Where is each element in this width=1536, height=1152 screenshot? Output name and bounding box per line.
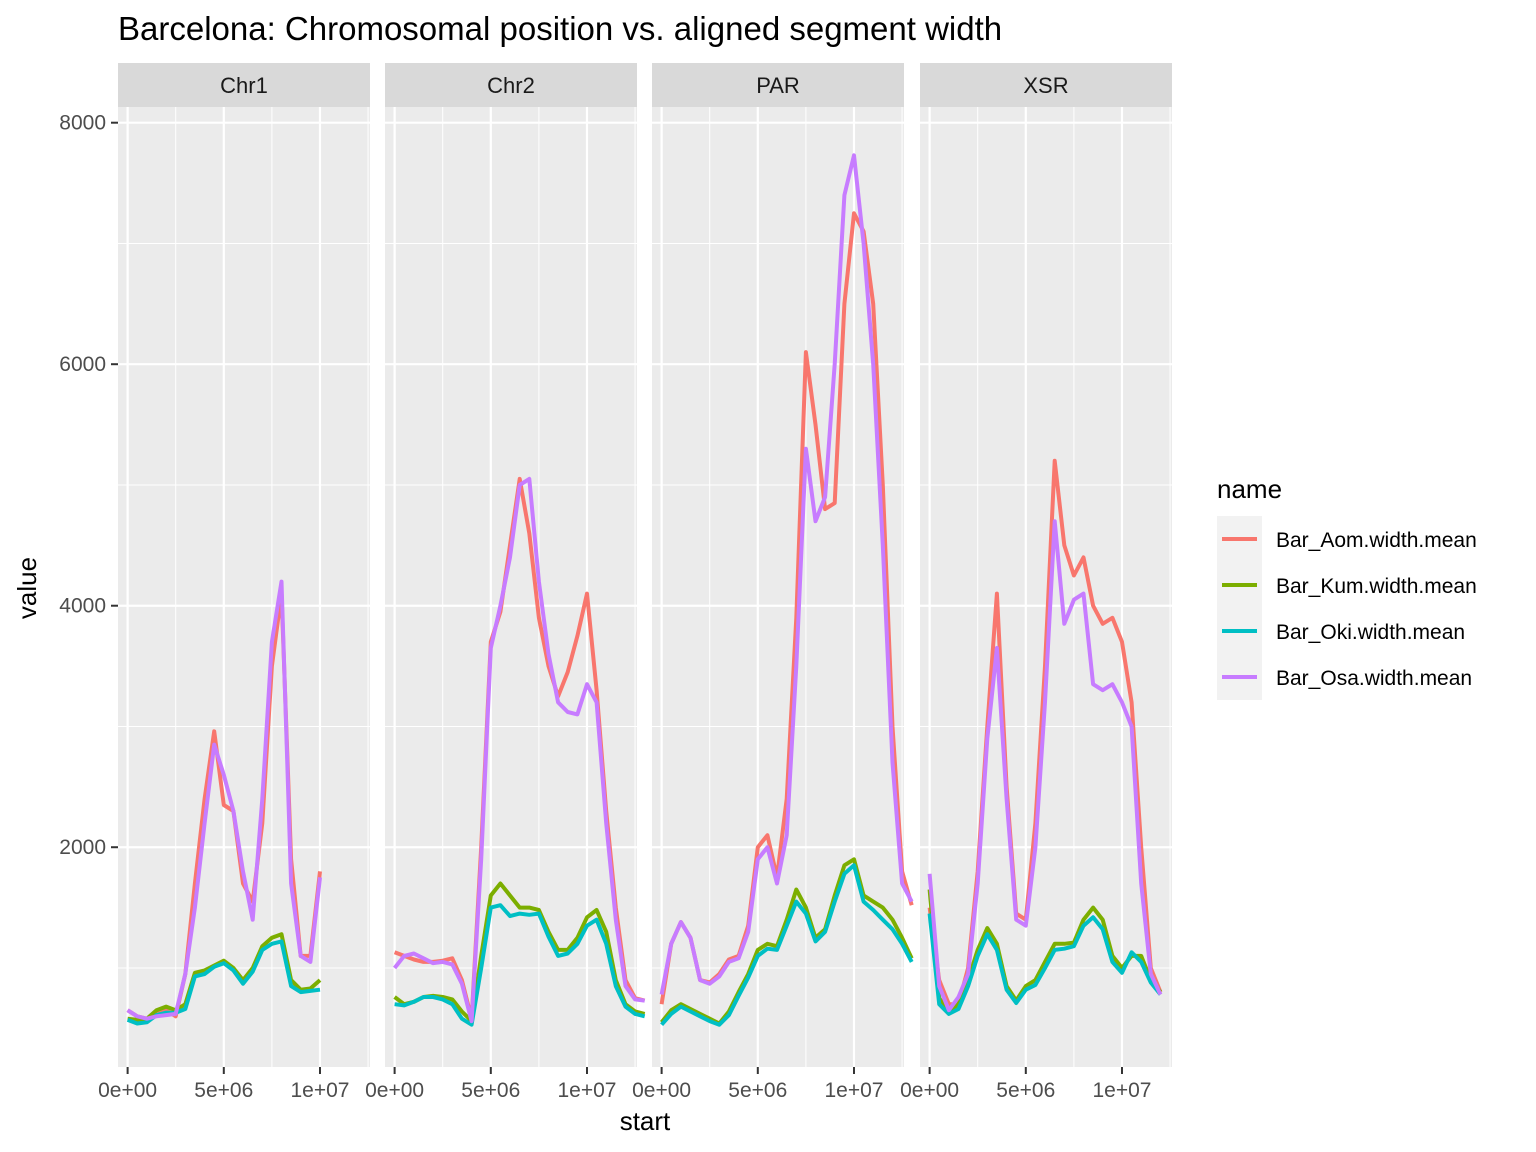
- panel-background: [652, 107, 904, 1067]
- series-line-bar-osa-width-mean: [126, 579, 322, 1021]
- legend-item: Bar_Oki.width.mean: [1217, 608, 1465, 654]
- panel-background: [385, 107, 637, 1067]
- x-tick-label: 0e+00: [365, 1079, 424, 1102]
- chart-title: Barcelona: Chromosomal position vs. alig…: [118, 10, 1002, 47]
- legend-label: Bar_Osa.width.mean: [1276, 667, 1472, 690]
- facet-strip-label: PAR: [756, 73, 800, 98]
- x-tick-label: 1e+07: [290, 1079, 349, 1102]
- series-line-bar-kum-width-mean: [660, 857, 914, 1026]
- series-line-bar-oki-width-mean: [660, 863, 914, 1027]
- x-tick-label: 5e+06: [996, 1079, 1055, 1102]
- y-tick-label: 2000: [59, 836, 106, 859]
- facet-strip: [652, 63, 904, 107]
- x-tick-label: 0e+00: [900, 1079, 959, 1102]
- facet-panel-xsr: XSR 0e+00 5e+06 1e+07: [900, 63, 1172, 1102]
- legend-item: Bar_Osa.width.mean: [1217, 654, 1472, 700]
- y-axis: 2000 4000 6000 8000: [59, 112, 118, 859]
- x-tick-label: 1e+07: [557, 1079, 616, 1102]
- series-line-bar-osa-width-mean: [927, 519, 1163, 1013]
- legend-items: Bar_Aom.width.mean Bar_Kum.width.mean Bar_…: [1217, 516, 1477, 700]
- facet-panel-par: PAR 0e+00 5e+06 1e+07: [632, 63, 914, 1102]
- facet-strip-label: Chr1: [220, 73, 268, 98]
- y-tick-label: 8000: [59, 112, 106, 135]
- facet-strip-label: XSR: [1023, 73, 1068, 98]
- y-axis-title: value: [12, 557, 42, 619]
- legend-label: Bar_Oki.width.mean: [1276, 621, 1465, 644]
- legend-label: Bar_Aom.width.mean: [1276, 529, 1477, 552]
- series-line-bar-osa-width-mean: [393, 476, 645, 1024]
- facet-panel-chr2: Chr2 0e+00 5e+06 1e+07: [365, 63, 646, 1102]
- x-tick-label: 0e+00: [632, 1079, 691, 1102]
- x-tick-label: 5e+06: [728, 1079, 787, 1102]
- x-tick-label: 5e+06: [461, 1079, 520, 1102]
- facet-strip: [118, 63, 370, 107]
- series-line-bar-oki-width-mean: [927, 913, 1163, 1016]
- x-tick-label: 1e+07: [824, 1079, 883, 1102]
- series-line-bar-oki-width-mean: [394, 903, 646, 1027]
- y-tick-label: 4000: [59, 595, 106, 618]
- facet-strip-label: Chr2: [487, 73, 535, 98]
- panel-background: [920, 107, 1172, 1067]
- legend: name Bar_Aom.width.mean Bar_Kum.width.mea…: [1217, 474, 1477, 700]
- facet-strip: [385, 63, 637, 107]
- legend-label: Bar_Kum.width.mean: [1276, 575, 1477, 598]
- y-tick-label: 6000: [59, 353, 106, 376]
- x-tick-label: 0e+00: [98, 1079, 157, 1102]
- legend-title: name: [1217, 474, 1282, 504]
- facet-panel-chr1: Chr1 0e+00 5e+06 1e+07: [98, 63, 370, 1102]
- series-line-bar-osa-width-mean: [659, 153, 914, 995]
- x-axis-title: start: [620, 1106, 671, 1136]
- legend-item: Bar_Aom.width.mean: [1217, 516, 1477, 562]
- x-tick-label: 5e+06: [194, 1079, 253, 1102]
- facet-strip: [920, 63, 1172, 107]
- legend-item: Bar_Kum.width.mean: [1217, 562, 1477, 608]
- panel-background: [118, 107, 370, 1067]
- x-tick-label: 1e+07: [1092, 1079, 1151, 1102]
